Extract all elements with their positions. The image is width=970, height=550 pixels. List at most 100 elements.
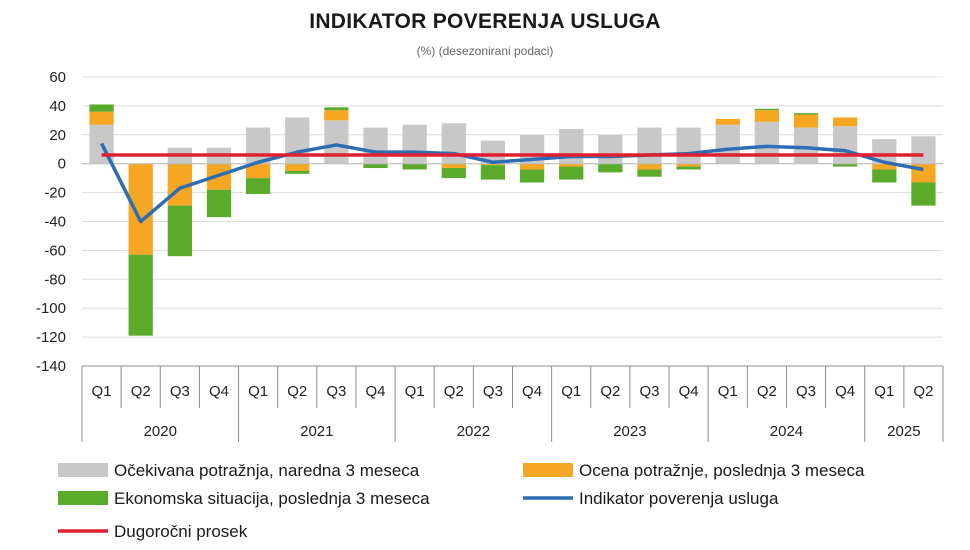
bar xyxy=(245,178,271,195)
bar xyxy=(519,169,545,183)
bar xyxy=(402,124,427,164)
x-tick-label: Q4 xyxy=(835,383,855,400)
chart-title: INDIKATOR POVERENJA USLUGA xyxy=(309,10,661,33)
bar xyxy=(89,104,114,112)
legend-label: Ekonomska situacija, poslednja 3 meseca xyxy=(114,489,430,508)
x-tick-label: Q3 xyxy=(796,383,816,400)
bar xyxy=(754,108,780,111)
x-tick-label: Q2 xyxy=(600,383,620,400)
y-tick-label: -100 xyxy=(36,300,66,317)
bar xyxy=(441,163,466,169)
bar xyxy=(559,166,584,180)
y-tick-label: -60 xyxy=(44,242,66,259)
bar xyxy=(911,136,936,164)
legend-swatch xyxy=(523,463,573,477)
x-tick-label: Q2 xyxy=(287,383,307,400)
bar xyxy=(793,113,819,115)
bar xyxy=(793,127,819,164)
x-tick-label: Q4 xyxy=(522,383,542,400)
bar xyxy=(441,123,466,164)
bar xyxy=(245,163,271,179)
legend-label: Indikator poverenja usluga xyxy=(579,489,779,508)
bar xyxy=(598,134,623,164)
bar xyxy=(833,117,858,127)
bar xyxy=(754,110,780,122)
bar xyxy=(715,118,740,125)
bar xyxy=(754,121,780,164)
x-tick-label: Q4 xyxy=(209,383,229,400)
x-tick-label: Q3 xyxy=(639,383,659,400)
bar xyxy=(89,111,114,125)
bar xyxy=(872,169,897,183)
year-label: 2020 xyxy=(144,423,177,440)
year-label: 2022 xyxy=(457,423,490,440)
bar xyxy=(715,124,740,164)
legend-label: Ocena potražnje, poslednja 3 meseca xyxy=(579,461,865,480)
y-tick-label: 60 xyxy=(49,69,66,86)
x-tick-label: Q1 xyxy=(718,383,738,400)
bar xyxy=(676,127,701,164)
bar xyxy=(480,140,506,164)
bar xyxy=(363,127,388,164)
legend-swatch xyxy=(58,491,108,505)
year-label: 2021 xyxy=(300,423,333,440)
y-tick-label: -140 xyxy=(36,358,66,375)
bar xyxy=(245,127,271,164)
chart-subtitle: (%) (desezonirani podaci) xyxy=(416,44,554,58)
bar xyxy=(206,189,232,218)
bar xyxy=(637,127,662,164)
bar xyxy=(833,163,858,167)
bar xyxy=(480,163,506,166)
bar xyxy=(793,114,819,128)
y-tick-label: -80 xyxy=(44,271,66,288)
y-tick-label: 40 xyxy=(49,98,66,115)
x-tick-label: Q1 xyxy=(874,383,894,400)
bar xyxy=(285,163,310,171)
bar xyxy=(402,163,427,170)
bar xyxy=(676,166,701,170)
x-tick-label: Q1 xyxy=(405,383,425,400)
bar xyxy=(637,163,662,170)
y-tick-label: 0 xyxy=(58,156,66,173)
x-tick-label: Q2 xyxy=(757,383,777,400)
bar xyxy=(519,163,545,170)
x-tick-label: Q1 xyxy=(248,383,268,400)
x-tick-label: Q2 xyxy=(444,383,464,400)
year-label: 2023 xyxy=(613,423,646,440)
bar xyxy=(598,163,623,173)
x-tick-label: Q3 xyxy=(326,383,346,400)
y-tick-label: -40 xyxy=(44,214,66,231)
bar xyxy=(911,182,936,206)
x-tick-label: Q3 xyxy=(170,383,190,400)
bar xyxy=(637,169,662,177)
legend-swatch xyxy=(58,463,108,477)
y-tick-label: 20 xyxy=(49,127,66,144)
bar xyxy=(285,170,310,174)
x-tick-label: Q4 xyxy=(679,383,699,400)
bar xyxy=(363,163,388,169)
y-tick-label: -20 xyxy=(44,185,66,202)
bar xyxy=(833,126,858,164)
bar xyxy=(676,163,701,167)
y-tick-label: -120 xyxy=(36,329,66,346)
bar xyxy=(128,254,153,336)
legend-label: Očekivana potražnja, naredna 3 meseca xyxy=(114,461,420,480)
bar xyxy=(324,107,349,111)
bar xyxy=(480,165,506,180)
bar xyxy=(128,163,153,255)
year-label: 2024 xyxy=(770,423,803,440)
x-tick-label: Q4 xyxy=(366,383,386,400)
bar xyxy=(872,163,897,170)
x-tick-label: Q1 xyxy=(561,383,581,400)
x-tick-label: Q2 xyxy=(131,383,151,400)
x-tick-label: Q1 xyxy=(92,383,112,400)
bar xyxy=(559,163,584,167)
year-label: 2025 xyxy=(887,423,920,440)
series-line xyxy=(100,142,924,224)
x-tick-label: Q2 xyxy=(913,383,933,400)
x-tick-label: Q3 xyxy=(483,383,503,400)
bar xyxy=(167,205,192,257)
bar xyxy=(324,120,349,164)
bar xyxy=(441,168,466,179)
